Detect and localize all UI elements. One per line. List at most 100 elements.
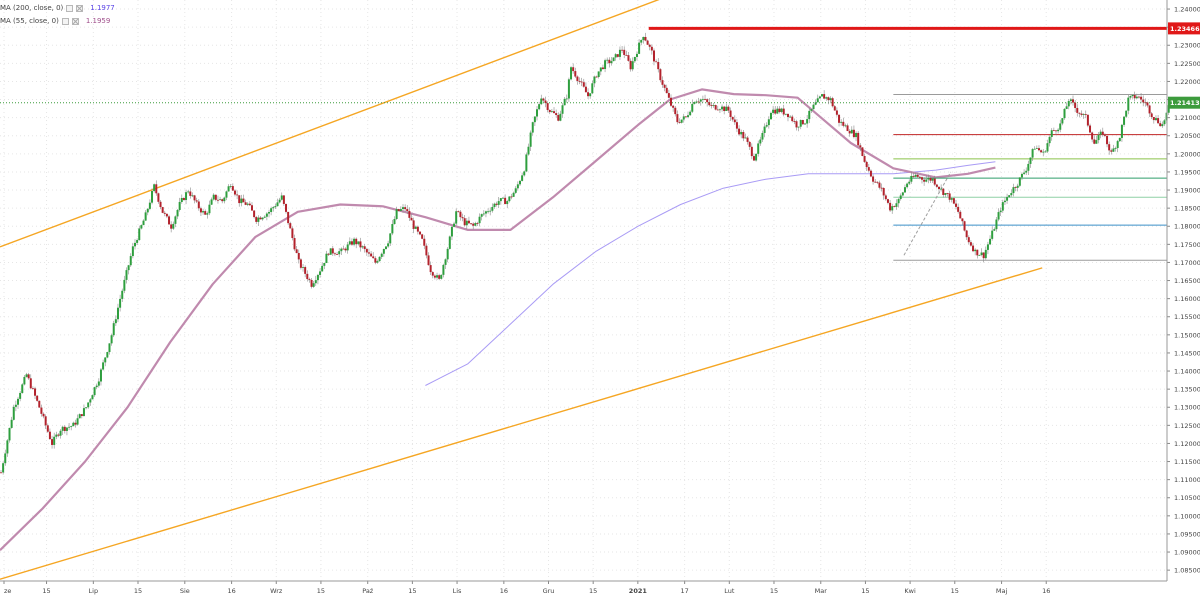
candle-body	[538, 104, 541, 110]
legend-close-icon[interactable]	[71, 18, 79, 25]
candle-body	[419, 231, 422, 235]
candle-body	[1061, 118, 1064, 124]
candle-body	[957, 206, 960, 212]
candle-body	[757, 143, 760, 154]
candle-body	[1101, 131, 1104, 135]
candle-body	[852, 129, 855, 138]
candle-body	[1118, 137, 1121, 142]
candle-body	[1159, 123, 1162, 127]
candle-body	[570, 67, 573, 80]
candle-body	[187, 191, 190, 193]
y-tick-label: 1.19000	[1174, 187, 1200, 195]
candle-body	[616, 54, 619, 57]
candle-body	[359, 241, 362, 248]
candle-body	[1001, 202, 1004, 211]
candle-body	[1148, 105, 1151, 114]
candle-body	[1154, 118, 1157, 121]
current-price-label-text: 1.21413	[1170, 99, 1200, 107]
candle-body	[410, 217, 413, 221]
candle-body	[546, 103, 549, 110]
ma200-line	[425, 161, 996, 386]
candle-body	[459, 211, 462, 218]
candle-body	[36, 395, 39, 401]
candle-body	[482, 213, 485, 215]
candle-body	[831, 98, 834, 107]
channel-upper-line	[0, 0, 660, 248]
candle-body	[1142, 99, 1145, 103]
candle-body	[1008, 195, 1011, 198]
candle-body	[597, 71, 600, 78]
x-tick-label: Maj	[996, 587, 1008, 595]
candle-body	[172, 223, 175, 229]
candle-body	[878, 182, 881, 188]
candle-body	[718, 109, 721, 111]
legend-settings-icon[interactable]	[61, 18, 69, 25]
candle-body	[402, 207, 405, 210]
candle-body	[72, 422, 75, 427]
legend: MA (200, close, 0) 1.1977 MA (55, close,…	[0, 2, 115, 28]
candle-body	[706, 99, 709, 103]
candle-body	[12, 406, 15, 420]
candle-body	[1150, 113, 1153, 118]
candle-body	[644, 36, 647, 41]
candle-body	[197, 201, 200, 209]
x-tick-label: Paź	[362, 587, 374, 595]
grid-layer	[0, 0, 1167, 581]
candle-body	[323, 263, 326, 266]
y-tick-label: 1.14500	[1174, 349, 1200, 357]
y-tick-label: 1.18500	[1174, 205, 1200, 213]
candle-body	[903, 187, 906, 193]
candle-body	[478, 216, 481, 224]
candle-body	[448, 236, 451, 249]
candle-body	[287, 211, 290, 224]
y-tick-label: 1.22500	[1174, 60, 1200, 68]
candle-body	[806, 119, 809, 124]
legend-ma200: MA (200, close, 0) 1.1977	[0, 2, 115, 15]
candle-body	[948, 193, 951, 200]
candle-body	[1063, 108, 1066, 119]
candle-body	[325, 253, 328, 264]
candle-body	[389, 233, 392, 244]
candle-body	[555, 113, 558, 116]
legend-close-icon[interactable]	[76, 5, 84, 12]
candle-body	[665, 87, 668, 94]
x-tick-label: 16	[500, 587, 508, 595]
candle-body	[674, 107, 677, 115]
candle-body	[648, 44, 651, 47]
candle-body	[293, 238, 296, 250]
candle-body	[918, 176, 921, 178]
candle-body	[312, 283, 315, 287]
candle-body	[23, 376, 26, 385]
candle-body	[342, 248, 345, 250]
candle-body	[640, 40, 643, 43]
candle-body	[984, 249, 987, 259]
candle-body	[127, 265, 130, 271]
candle-body	[289, 223, 292, 229]
candle-body	[131, 246, 134, 257]
candle-body	[319, 271, 322, 275]
candle-body	[876, 181, 879, 183]
resistance-price-label-box	[1168, 22, 1200, 35]
candle-body	[855, 132, 858, 138]
candle-body	[129, 256, 132, 266]
candle-body	[693, 102, 696, 104]
candle-body	[344, 248, 347, 251]
candle-body	[1114, 148, 1117, 149]
x-tick-label: 15	[317, 587, 325, 595]
candle-body	[1127, 97, 1130, 111]
candle-body	[1027, 163, 1030, 171]
candle-body	[784, 113, 787, 115]
legend-settings-icon[interactable]	[66, 5, 74, 12]
candle-body	[721, 106, 724, 110]
candle-body	[1012, 187, 1015, 194]
candle-body	[1095, 140, 1098, 144]
candle-body	[869, 170, 872, 177]
candle-body	[697, 101, 700, 103]
candle-body	[1029, 157, 1032, 164]
candle-body	[1014, 187, 1017, 188]
candle-body	[1074, 102, 1077, 108]
candle-body	[925, 179, 928, 182]
candle-body	[125, 270, 128, 280]
